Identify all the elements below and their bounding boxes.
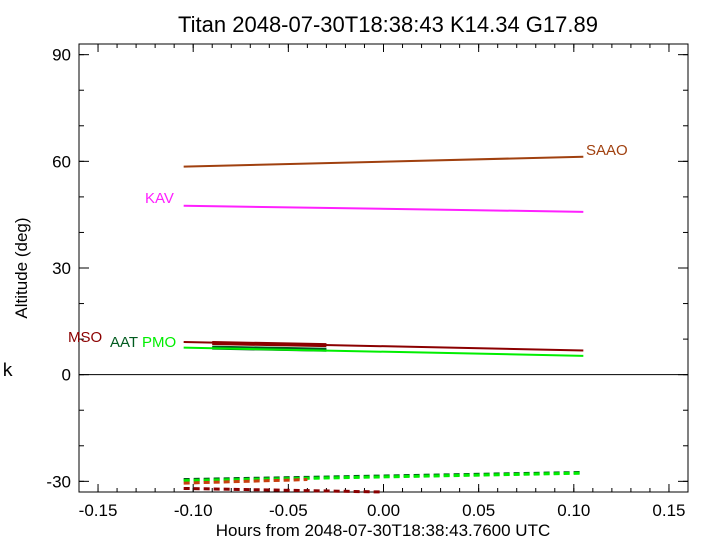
y-tick-label: 30 — [52, 259, 71, 278]
y-axis-ticks: -30 0 30 60 90 — [46, 46, 688, 491]
x-axis-label: Hours from 2048-07-30T18:38:43.7600 UTC — [216, 521, 551, 540]
series-labels: SAAO KAV MSO AAT PMO — [68, 142, 628, 351]
series-below-horizon-unnamed — [183, 478, 308, 485]
series-line-kav — [183, 204, 584, 213]
y-axis-label: Altitude (deg) — [12, 217, 31, 318]
x-tick-label: 0.05 — [462, 501, 495, 520]
x-tick-label: 0.00 — [367, 501, 400, 520]
series-below-horizon-aat — [183, 470, 584, 482]
y-tick-label: 90 — [52, 46, 71, 65]
x-tick-label: 0.10 — [557, 501, 590, 520]
series-lines — [183, 155, 584, 494]
series-line-pmo — [183, 346, 584, 357]
plot-frame — [78, 43, 689, 493]
x-tick-label: -0.05 — [269, 501, 308, 520]
y-tick-label: -30 — [46, 472, 71, 491]
series-label-aat: AAT — [110, 334, 138, 351]
x-tick-label: -0.15 — [79, 501, 118, 520]
x-tick-label: 0.15 — [652, 501, 685, 520]
chart-title: Titan 2048-07-30T18:38:43 K14.34 G17.89 — [178, 12, 598, 37]
stray-character: k — [2, 360, 13, 381]
series-below-horizon-mso — [183, 486, 384, 494]
series-line-saao — [183, 155, 584, 168]
series-below-horizon-pmo — [183, 471, 584, 483]
series-thick-mso — [212, 341, 327, 348]
series-label-kav: KAV — [145, 190, 174, 207]
series-label-pmo: PMO — [142, 334, 176, 351]
series-label-mso: MSO — [68, 329, 102, 346]
y-tick-label: 60 — [52, 152, 71, 171]
x-axis-ticks: -0.15 -0.10 -0.05 0.00 0.05 0.10 0.15 — [78, 44, 689, 520]
y-tick-label: 0 — [62, 366, 71, 385]
x-tick-label: -0.10 — [174, 501, 213, 520]
series-label-saao: SAAO — [586, 142, 628, 159]
